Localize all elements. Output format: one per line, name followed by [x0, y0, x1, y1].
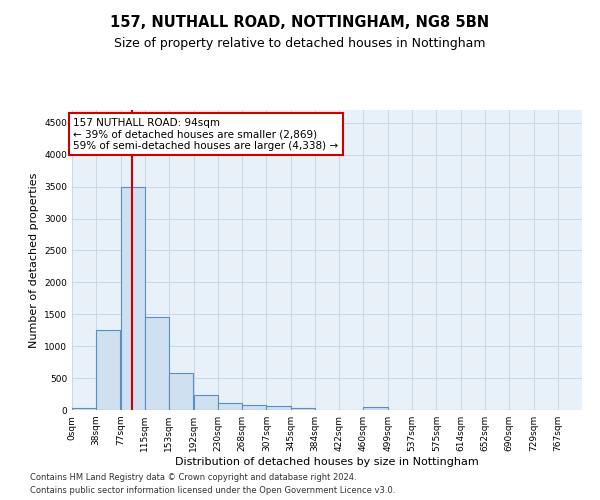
- Bar: [242, 405, 266, 410]
- Text: Contains HM Land Registry data © Crown copyright and database right 2024.: Contains HM Land Registry data © Crown c…: [30, 474, 356, 482]
- Bar: [218, 403, 242, 410]
- Bar: [121, 186, 145, 410]
- Bar: [169, 373, 193, 410]
- Text: Size of property relative to detached houses in Nottingham: Size of property relative to detached ho…: [114, 38, 486, 51]
- Bar: [96, 330, 120, 410]
- Bar: [145, 318, 169, 410]
- Text: Contains public sector information licensed under the Open Government Licence v3: Contains public sector information licen…: [30, 486, 395, 495]
- Y-axis label: Number of detached properties: Number of detached properties: [29, 172, 38, 348]
- Text: 157, NUTHALL ROAD, NOTTINGHAM, NG8 5BN: 157, NUTHALL ROAD, NOTTINGHAM, NG8 5BN: [110, 15, 490, 30]
- Bar: [290, 408, 314, 410]
- Text: 157 NUTHALL ROAD: 94sqm
← 39% of detached houses are smaller (2,869)
59% of semi: 157 NUTHALL ROAD: 94sqm ← 39% of detache…: [73, 118, 338, 151]
- Bar: [364, 408, 388, 410]
- Bar: [72, 408, 96, 410]
- Bar: [266, 406, 290, 410]
- X-axis label: Distribution of detached houses by size in Nottingham: Distribution of detached houses by size …: [175, 457, 479, 467]
- Bar: [194, 396, 218, 410]
